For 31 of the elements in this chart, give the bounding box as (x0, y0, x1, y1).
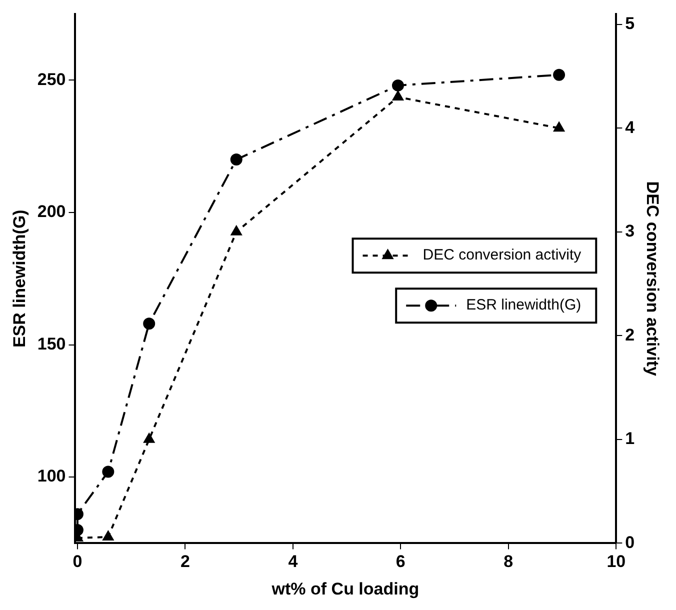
x-tick-label: 10 (606, 552, 626, 572)
y-axis-title: ESR linewidth(G) (10, 210, 29, 348)
point (231, 226, 242, 236)
x-tick-label: 0 (72, 552, 82, 572)
point (392, 79, 404, 92)
x-tick-label: 8 (504, 552, 514, 572)
y2-axis-title: DEC conversion activity (643, 181, 662, 376)
point (553, 68, 566, 81)
point (392, 91, 404, 101)
y2-tick-label: 2 (625, 325, 635, 344)
y2-tick-label: 4 (625, 118, 636, 137)
y2-tick-label: 5 (625, 14, 635, 34)
y2-tick-label: 0 (625, 532, 635, 552)
y-tick-label: 250 (37, 70, 66, 89)
point (554, 122, 564, 132)
legend-label: DEC conversion activity (422, 246, 582, 264)
y2-tick-label: 3 (625, 222, 635, 241)
y2-tick-label: 1 (625, 429, 635, 448)
point (102, 530, 114, 540)
point (143, 318, 156, 330)
y-tick-label: 100 (37, 466, 66, 486)
point (230, 154, 242, 166)
x-tick-label: 2 (180, 552, 190, 572)
point (144, 433, 154, 443)
y-tick-label: 150 (37, 334, 66, 354)
x-tick-label: 4 (288, 552, 298, 572)
x-axis-title: wt% of Cu loading (270, 579, 420, 598)
point (102, 466, 114, 478)
y-tick-label: 200 (37, 202, 66, 222)
legend-label: ESR linewidth(G) (466, 296, 582, 314)
x-tick-label: 6 (396, 552, 406, 572)
